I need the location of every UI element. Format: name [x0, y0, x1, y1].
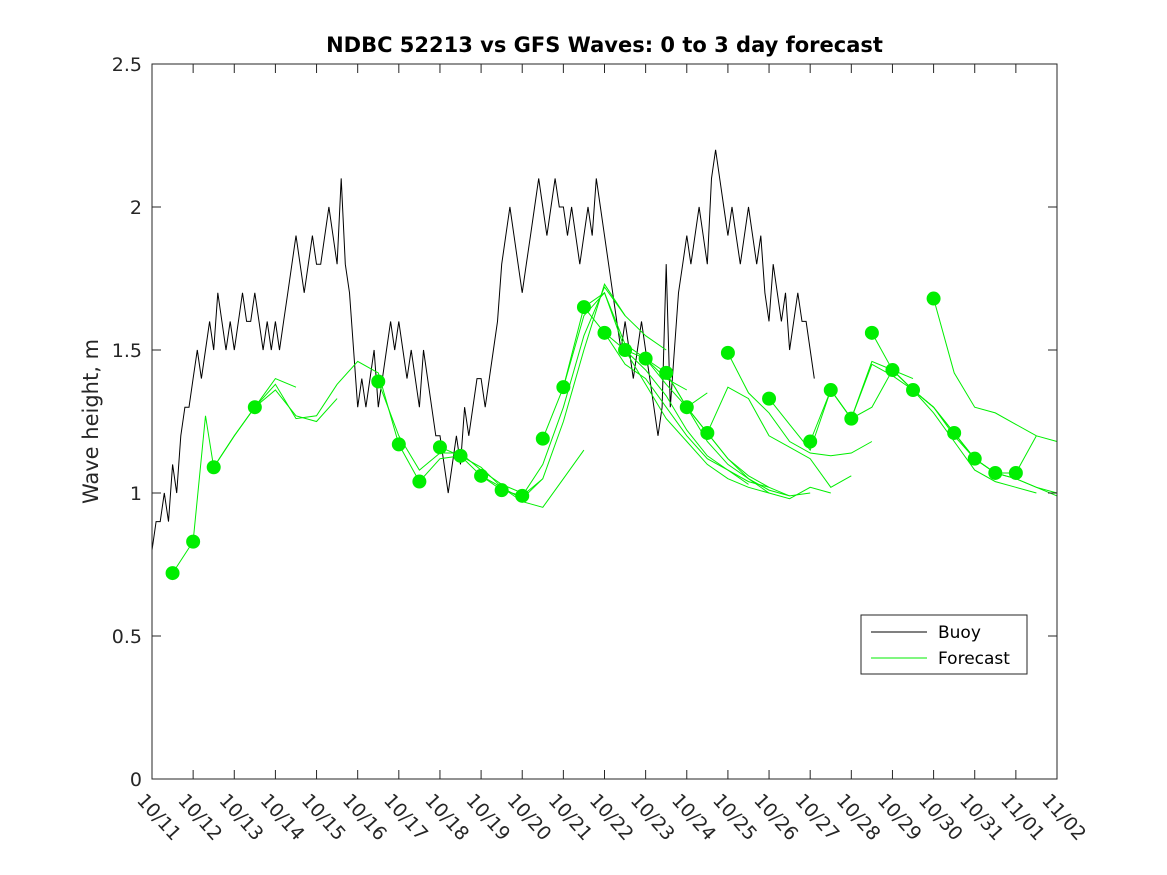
- forecast-point: [576, 300, 591, 315]
- forecast-point: [638, 351, 653, 366]
- forecast-run-line: [706, 386, 852, 488]
- forecast-point: [926, 291, 941, 306]
- forecast-point: [1008, 465, 1023, 480]
- forecast-point: [247, 400, 262, 415]
- y-tick-label: 0: [130, 769, 142, 791]
- legend-label-buoy: Buoy: [938, 623, 981, 643]
- y-axis-label: Wave height, m: [79, 339, 103, 504]
- forecast-run-line: [213, 389, 338, 468]
- forecast-run-line: [583, 306, 749, 485]
- forecast-point: [823, 383, 838, 398]
- forecast-point: [391, 437, 406, 452]
- forecast-point: [618, 343, 633, 357]
- forecast-point: [206, 460, 221, 475]
- forecast-point: [494, 483, 509, 498]
- legend-label-forecast: Forecast: [938, 649, 1010, 669]
- forecast-point: [186, 534, 201, 549]
- forecast-run-line: [727, 352, 873, 457]
- forecast-point: [432, 440, 447, 455]
- legend-box: [860, 614, 1028, 675]
- forecast-point: [535, 431, 550, 446]
- forecast-run-line: [521, 283, 667, 497]
- y-axis-ticks: 0 0.5 1 1.5 2 2.5: [112, 54, 1057, 791]
- forecast-point: [844, 411, 859, 426]
- forecast-point: [885, 363, 900, 378]
- forecast-point: [515, 488, 530, 503]
- buoy-line: [151, 149, 815, 551]
- buoy-series: [151, 149, 815, 551]
- forecast-point: [659, 365, 674, 380]
- forecast-point: [700, 425, 715, 440]
- y-tick-label: 1.5: [112, 340, 142, 362]
- forecast-run-line: [254, 360, 400, 445]
- forecast-point: [803, 434, 818, 449]
- forecast-point: [453, 448, 468, 463]
- forecast-point: [679, 400, 694, 415]
- forecast-run-line: [624, 349, 770, 488]
- forecast-point: [988, 465, 1003, 480]
- forecast-point: [947, 425, 962, 440]
- legend: Buoy Forecast: [860, 614, 1028, 675]
- forecast-point: [165, 566, 180, 581]
- forecast-point: [597, 325, 612, 340]
- forecast-point: [762, 391, 777, 406]
- y-tick-label: 0.5: [112, 626, 142, 648]
- forecast-point: [906, 383, 921, 398]
- forecast-run-line: [604, 332, 770, 494]
- forecast-point: [474, 468, 489, 483]
- forecast-point: [371, 374, 386, 389]
- forecast-point: [864, 325, 879, 340]
- forecast-point: [412, 474, 427, 489]
- forecast-point: [967, 451, 982, 466]
- y-tick-label: 2: [130, 197, 142, 219]
- forecast-point: [720, 345, 735, 360]
- chart-title: NDBC 52213 vs GFS Waves: 0 to 3 day fore…: [326, 33, 883, 57]
- y-tick-label: 2.5: [112, 54, 142, 76]
- forecast-point: [556, 380, 571, 395]
- y-tick-label: 1: [130, 483, 142, 505]
- forecast-daily-points: [165, 291, 1023, 581]
